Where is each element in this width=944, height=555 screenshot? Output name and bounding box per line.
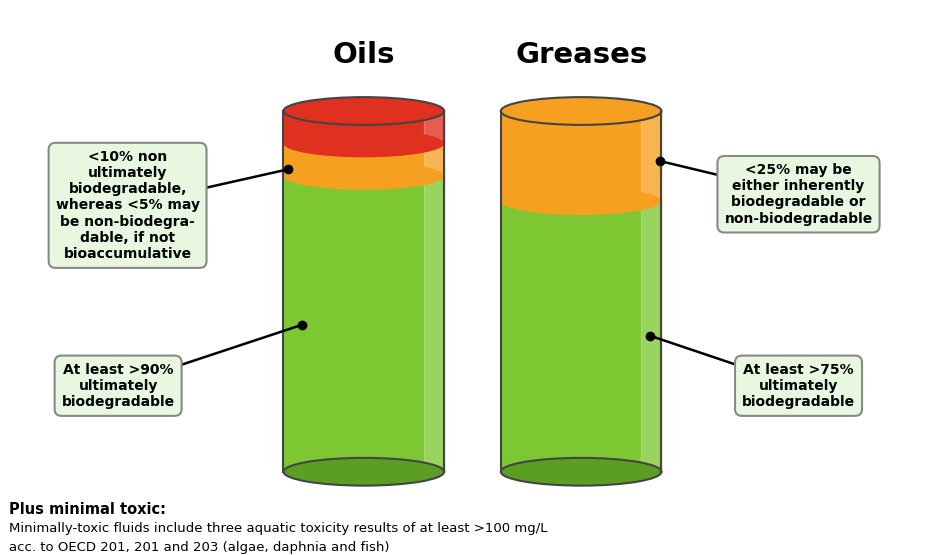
Ellipse shape xyxy=(283,129,444,158)
Ellipse shape xyxy=(283,162,444,190)
Text: <10% non
ultimately
biodegradable,
whereas <5% may
be non-biodegra-
dable, if no: <10% non ultimately biodegradable, where… xyxy=(56,150,199,261)
Ellipse shape xyxy=(283,97,444,125)
Text: Oils: Oils xyxy=(332,42,395,69)
Ellipse shape xyxy=(283,458,444,486)
Text: At least >75%
ultimately
biodegradable: At least >75% ultimately biodegradable xyxy=(741,362,854,409)
Text: acc. to OECD 201, 201 and 203 (algae, daphnia and fish): acc. to OECD 201, 201 and 203 (algae, da… xyxy=(9,541,390,554)
Text: Minimally-toxic fluids include three aquatic toxicity results of at least >100 m: Minimally-toxic fluids include three aqu… xyxy=(9,522,548,534)
Text: Plus minimal toxic:: Plus minimal toxic: xyxy=(9,502,166,517)
Text: <25% may be
either inherently
biodegradable or
non-biodegradable: <25% may be either inherently biodegrada… xyxy=(724,163,871,225)
Ellipse shape xyxy=(500,97,661,125)
Ellipse shape xyxy=(500,458,661,486)
Text: At least >90%
ultimately
biodegradable: At least >90% ultimately biodegradable xyxy=(61,362,175,409)
Ellipse shape xyxy=(500,187,661,215)
Text: Greases: Greases xyxy=(514,42,647,69)
